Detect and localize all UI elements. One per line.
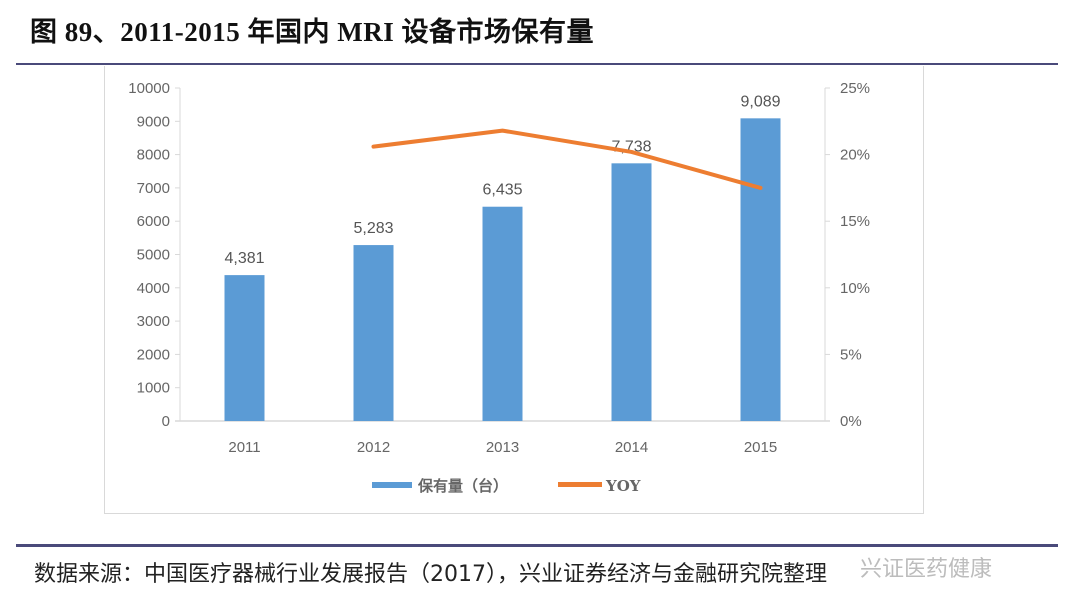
chart-title: 图 89、2011-2015 年国内 MRI 设备市场保有量	[30, 17, 594, 47]
bar-2013	[482, 206, 523, 421]
left-tick-label: 1000	[137, 380, 170, 397]
legend-swatch-bar	[372, 482, 412, 488]
watermark: 兴证医药健康	[860, 557, 993, 582]
x-tick-label: 2015	[744, 439, 777, 456]
left-tick-label: 0	[162, 413, 170, 430]
left-tick-label: 6000	[137, 213, 170, 230]
left-tick-label: 3000	[137, 313, 170, 330]
yoy-line	[371, 128, 763, 190]
bar-2012	[353, 245, 394, 421]
bar-data-label: 6,435	[482, 182, 522, 199]
bar-data-label: 9,089	[740, 93, 780, 110]
bar-data-label: 4,381	[224, 250, 264, 267]
right-tick-label: 5%	[840, 346, 862, 363]
left-tick-label: 5000	[137, 247, 170, 264]
top-rule	[16, 63, 1058, 65]
left-tick-label: 8000	[137, 147, 170, 164]
right-tick-label: 0%	[840, 413, 862, 430]
bar-data-label: 5,283	[353, 220, 393, 237]
bar-2014	[611, 163, 652, 422]
source-note: 数据来源：中国医疗器械行业发展报告（2017），兴业证券经济与金融研究院整理	[34, 562, 827, 587]
x-tick-label: 2014	[615, 439, 648, 456]
left-tick-label: 10000	[128, 80, 170, 97]
chart-frame	[104, 66, 924, 514]
left-tick-label: 2000	[137, 346, 170, 363]
right-tick-label: 15%	[840, 213, 870, 230]
right-tick-label: 10%	[840, 280, 870, 297]
legend-swatch-line	[558, 482, 602, 487]
legend-label-line: YOY	[605, 477, 641, 495]
right-tick-label: 25%	[840, 80, 870, 97]
bottom-rule	[16, 544, 1058, 547]
legend-label-bar: 保有量（台）	[417, 477, 508, 495]
left-tick-label: 9000	[137, 113, 170, 130]
bar-2015	[740, 118, 781, 421]
bar-2011	[224, 275, 265, 421]
x-tick-label: 2013	[486, 439, 519, 456]
left-tick-label: 7000	[137, 180, 170, 197]
right-tick-label: 20%	[840, 147, 870, 164]
x-tick-label: 2012	[357, 439, 390, 456]
x-tick-label: 2011	[228, 439, 260, 456]
left-tick-label: 4000	[137, 280, 170, 297]
